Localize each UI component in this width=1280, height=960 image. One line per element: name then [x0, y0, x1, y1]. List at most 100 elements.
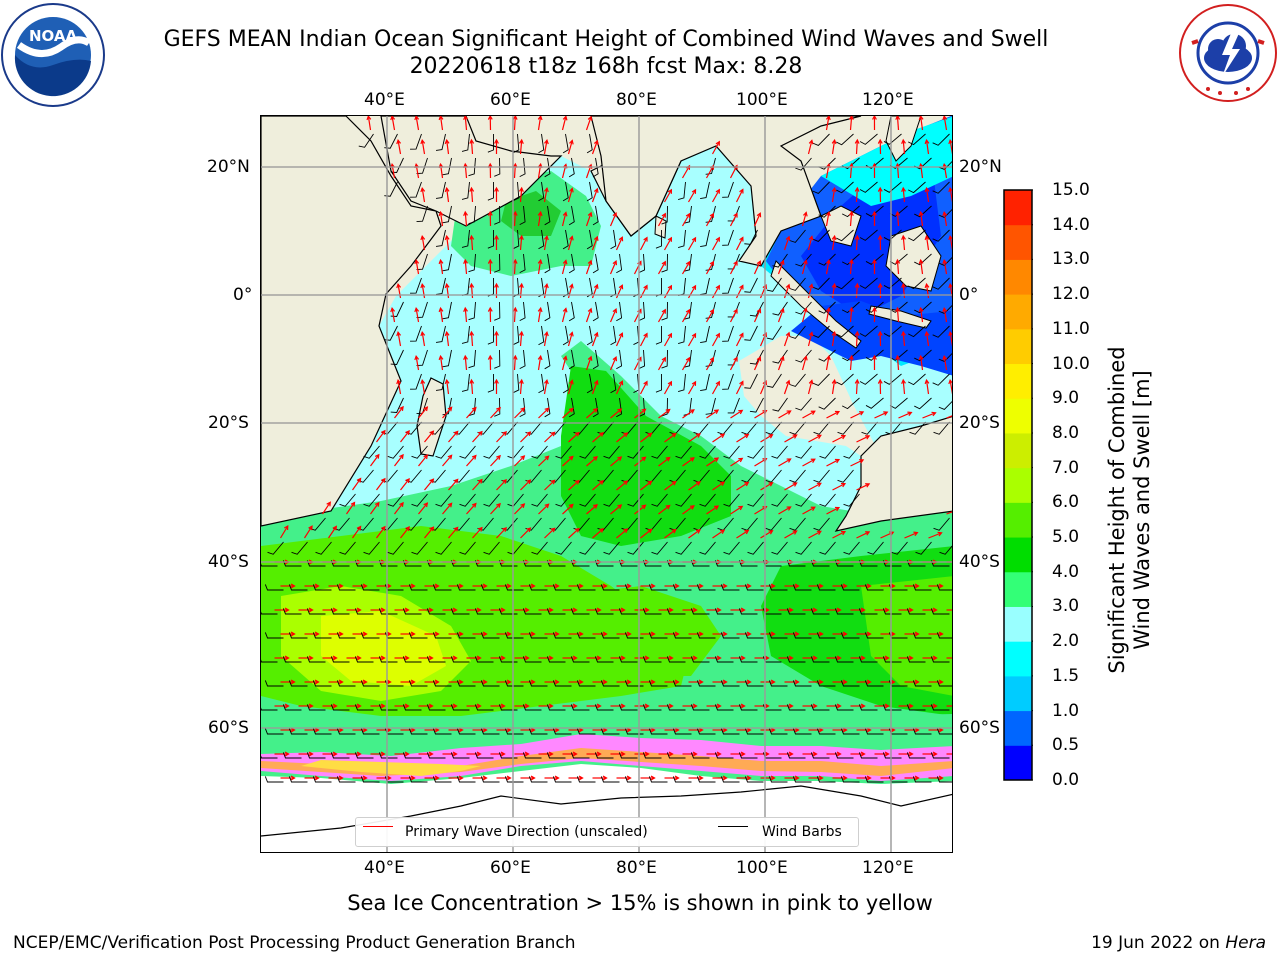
lat-tick-right: 20°N [959, 157, 1002, 177]
wave-direction-arrow [856, 435, 870, 443]
wind-barb [519, 205, 526, 226]
wave-direction-arrow [640, 432, 652, 443]
wind-barb [816, 680, 836, 687]
wind-barb [600, 632, 620, 639]
wave-direction-arrow [470, 235, 474, 251]
wind-barb [661, 205, 668, 225]
lon-tick-bottom: 80°E [616, 858, 657, 878]
wave-direction-arrow [639, 333, 648, 347]
wave-direction-arrow [591, 284, 598, 299]
wind-barb [354, 752, 374, 759]
wave-direction-arrow [538, 407, 549, 419]
wind-barb [696, 680, 716, 687]
wind-barb [568, 349, 575, 370]
wind-barb [261, 563, 278, 567]
wind-barb [456, 584, 476, 591]
wave-direction-arrow [513, 355, 516, 371]
wind-barb [528, 776, 548, 783]
wave-direction-arrow [735, 237, 744, 251]
wind-barb [914, 301, 932, 314]
wave-direction-arrow [705, 357, 714, 371]
wave-direction-arrow [279, 525, 289, 539]
wind-barb [597, 517, 614, 531]
wave-direction-arrow [874, 411, 888, 419]
wave-direction-arrow [591, 236, 598, 251]
wind-barb [841, 253, 860, 266]
wind-barb [456, 632, 476, 639]
wind-barb [624, 632, 644, 639]
wave-direction-arrow [394, 406, 404, 419]
wave-direction-arrow [729, 357, 738, 371]
wave-direction-arrow [896, 259, 900, 275]
wind-barb [468, 301, 476, 321]
wave-direction-arrow [616, 528, 628, 539]
wind-barb [576, 776, 596, 783]
wind-barb [432, 584, 452, 591]
wind-barb [555, 445, 572, 459]
wave-direction-arrow [470, 379, 474, 395]
noaa-logo: NOAA [1, 3, 105, 107]
wave-direction-arrow [442, 406, 453, 419]
wind-barb [792, 776, 812, 783]
wind-barb [459, 493, 476, 507]
wind-barb [812, 181, 830, 194]
wind-barb [932, 373, 950, 386]
wind-barb [883, 181, 902, 193]
wave-direction-arrow [376, 430, 386, 443]
wave-direction-arrow [615, 237, 623, 251]
colorbar-swatch [1004, 537, 1032, 573]
wave-direction-arrow [448, 431, 459, 443]
wave-direction-arrow [663, 381, 672, 395]
wind-barb [883, 229, 902, 241]
wind-barb [336, 584, 356, 591]
wind-barb [789, 421, 806, 435]
wave-direction-arrow [943, 116, 948, 131]
wind-barb [576, 728, 596, 735]
wave-direction-arrow [448, 479, 459, 491]
wind-barb [859, 373, 878, 385]
wind-barb [865, 205, 884, 217]
wind-barb [461, 325, 470, 344]
wind-barb [627, 493, 644, 507]
wind-barb [594, 656, 614, 663]
wave-direction-arrow [688, 433, 701, 443]
wind-barb [410, 325, 422, 342]
wind-barb [336, 680, 356, 687]
wave-direction-arrow [567, 140, 573, 155]
wind-barb [932, 133, 950, 146]
wave-direction-arrow [688, 481, 701, 491]
wave-direction-arrow [856, 483, 870, 491]
wave-direction-arrow [328, 526, 337, 539]
wave-direction-arrow [831, 140, 836, 155]
wind-barb [461, 133, 470, 152]
wind-barb [655, 373, 662, 393]
wind-barb [907, 181, 926, 194]
wave-direction-arrow [825, 116, 830, 131]
wind-barb [339, 541, 356, 555]
wave-direction-arrow [730, 505, 743, 515]
wind-barb [841, 205, 860, 218]
wave-direction-arrow [634, 456, 646, 467]
wind-barb-label: Wind Barbs [762, 824, 842, 840]
wind-barb [672, 776, 692, 783]
wind-barb [714, 656, 734, 663]
wind-barb [696, 728, 716, 735]
wind-barb [768, 680, 788, 687]
wave-direction-arrow [825, 260, 830, 275]
wave-direction-arrow [920, 116, 924, 131]
wind-barb [528, 632, 548, 639]
wind-barb [700, 181, 710, 199]
wind-barb [592, 301, 599, 322]
wave-direction-arrow [585, 260, 592, 275]
wind-barb [487, 325, 494, 345]
wind-barb [907, 373, 926, 386]
wind-barb [771, 445, 788, 459]
wave-direction-arrow [415, 116, 420, 131]
wave-direction-arrow [831, 188, 836, 203]
wind-barb [390, 301, 404, 317]
wind-barb [655, 229, 662, 249]
wind-barb [818, 253, 836, 266]
wind-barb [480, 680, 500, 687]
wind-barb [812, 133, 830, 146]
wind-barb [700, 229, 710, 247]
